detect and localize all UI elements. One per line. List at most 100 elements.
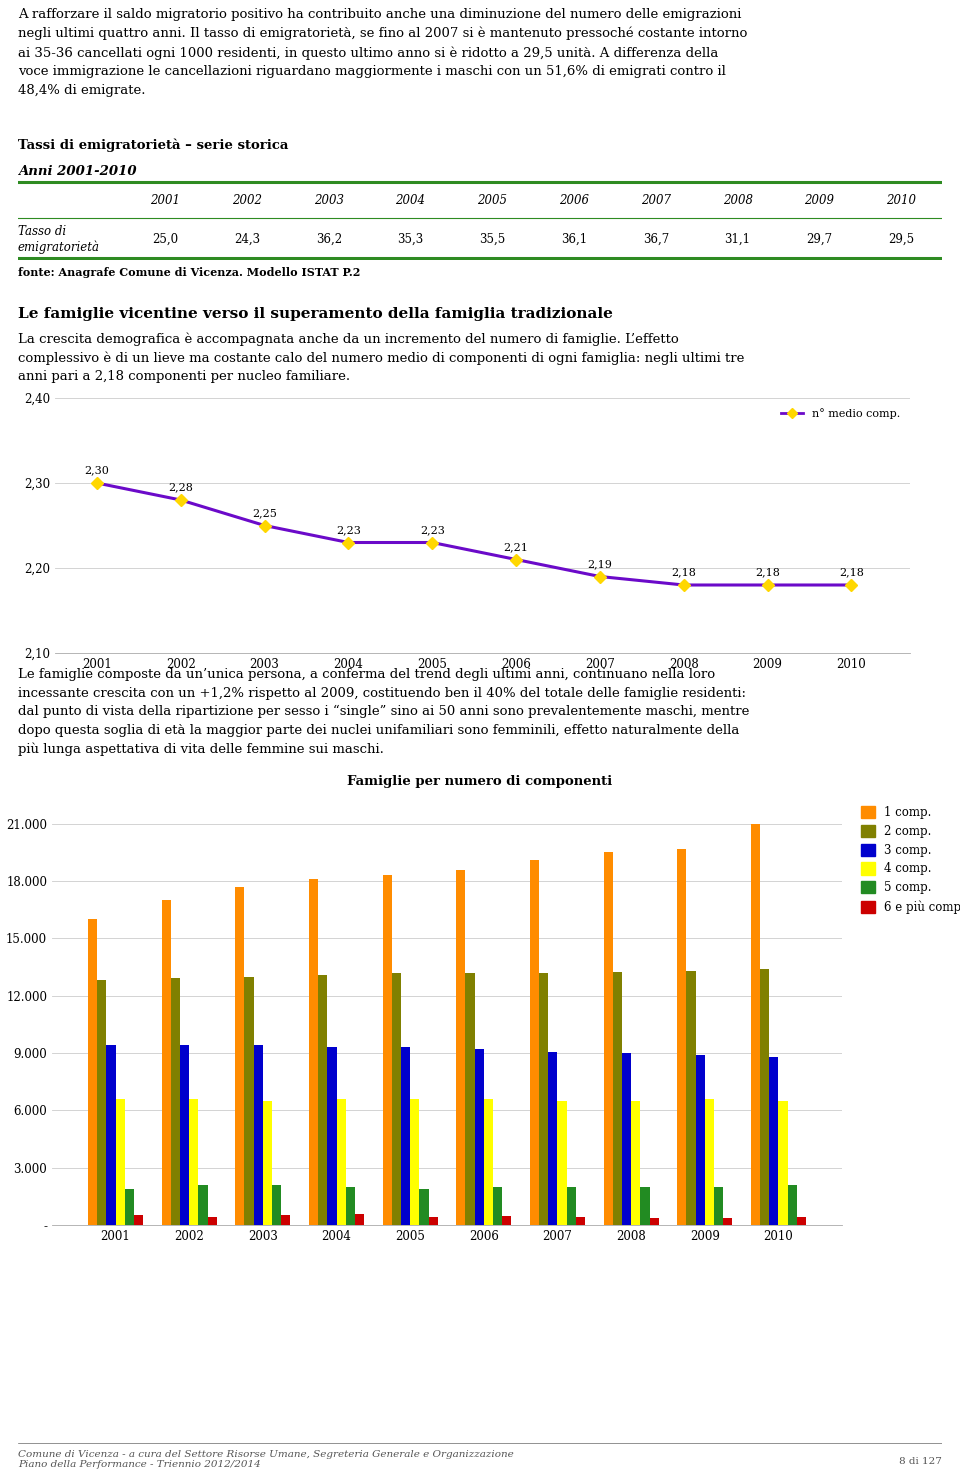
Bar — [677, 848, 686, 1226]
Text: 2010: 2010 — [886, 193, 916, 206]
Text: Anni 2001-2010: Anni 2001-2010 — [18, 165, 136, 177]
Text: 2,19: 2,19 — [588, 559, 612, 569]
Text: fonte: Anagrafe Comune di Vicenza. Modello ISTAT P.2: fonte: Anagrafe Comune di Vicenza. Model… — [18, 267, 360, 277]
Text: Famiglie per numero di componenti: Famiglie per numero di componenti — [348, 776, 612, 789]
Bar — [382, 875, 392, 1226]
Text: 2002: 2002 — [232, 193, 262, 206]
Text: 2004: 2004 — [396, 193, 425, 206]
Text: 2003: 2003 — [314, 193, 344, 206]
Bar — [705, 1099, 714, 1226]
Bar — [392, 972, 401, 1226]
Text: Le famiglie composte da un’unica persona, a conferma del trend degli ultimi anni: Le famiglie composte da un’unica persona… — [18, 668, 750, 757]
Text: 36,1: 36,1 — [561, 233, 588, 246]
Bar — [696, 1055, 705, 1226]
Text: 2,23: 2,23 — [420, 525, 444, 535]
Bar — [327, 1047, 337, 1226]
Bar — [346, 1187, 355, 1226]
Text: 29,5: 29,5 — [888, 233, 914, 246]
Bar — [631, 1100, 640, 1226]
Bar — [714, 1187, 723, 1226]
Text: Comune di Vicenza - a cura del Settore Risorse Umane, Segreteria Generale e Orga: Comune di Vicenza - a cura del Settore R… — [18, 1450, 514, 1459]
Bar — [420, 1189, 428, 1226]
Bar — [171, 978, 180, 1226]
Bar — [493, 1187, 502, 1226]
Bar — [456, 870, 466, 1226]
Bar — [428, 1217, 438, 1226]
Bar — [355, 1214, 364, 1226]
Text: 2006: 2006 — [559, 193, 589, 206]
Bar — [686, 971, 696, 1226]
Text: La crescita demografica è accompagnata anche da un incremento del numero di fami: La crescita demografica è accompagnata a… — [18, 332, 744, 384]
Text: 2009: 2009 — [804, 193, 834, 206]
Text: 2,30: 2,30 — [84, 465, 109, 475]
Bar — [484, 1099, 493, 1226]
Text: Piano della Performance - Triennio 2012/2014: Piano della Performance - Triennio 2012/… — [18, 1460, 261, 1469]
Bar — [309, 879, 318, 1226]
Bar — [723, 1218, 732, 1226]
Text: 35,5: 35,5 — [479, 233, 505, 246]
Legend: 1 comp., 2 comp., 3 comp., 4 comp., 5 comp., 6 e più comp: 1 comp., 2 comp., 3 comp., 4 comp., 5 co… — [855, 801, 960, 919]
Text: 2,18: 2,18 — [671, 568, 696, 577]
Text: 29,7: 29,7 — [806, 233, 832, 246]
Legend: n° medio comp.: n° medio comp. — [777, 404, 904, 423]
Bar — [272, 1184, 281, 1226]
Bar — [410, 1099, 420, 1226]
Bar — [604, 853, 612, 1226]
Text: 2001: 2001 — [150, 193, 180, 206]
Text: 2,23: 2,23 — [336, 525, 361, 535]
Text: 2,18: 2,18 — [756, 568, 780, 577]
Text: 8 di 127: 8 di 127 — [900, 1457, 942, 1466]
Text: 31,1: 31,1 — [725, 233, 751, 246]
Bar — [401, 1047, 410, 1226]
Bar — [502, 1217, 512, 1226]
Bar — [566, 1187, 576, 1226]
Bar — [769, 1056, 779, 1226]
Text: 36,7: 36,7 — [642, 233, 669, 246]
Bar — [558, 1100, 566, 1226]
Bar — [650, 1218, 659, 1226]
Text: Tassi di emigratorietà – serie storica: Tassi di emigratorietà – serie storica — [18, 139, 288, 152]
Text: 25,0: 25,0 — [152, 233, 179, 246]
Bar — [207, 1217, 217, 1226]
Text: 2005: 2005 — [477, 193, 507, 206]
Bar — [576, 1217, 585, 1226]
Bar — [779, 1100, 787, 1226]
Bar — [161, 900, 171, 1226]
Bar — [540, 972, 548, 1226]
Bar — [281, 1215, 291, 1226]
Bar — [107, 1046, 115, 1226]
Text: A rafforzare il saldo migratorio positivo ha contribuito anche una diminuzione d: A rafforzare il saldo migratorio positiv… — [18, 7, 748, 96]
Text: 2008: 2008 — [723, 193, 753, 206]
Bar — [180, 1046, 189, 1226]
Bar — [189, 1099, 199, 1226]
Bar — [235, 886, 245, 1226]
Text: 2007: 2007 — [640, 193, 671, 206]
Bar — [125, 1189, 134, 1226]
Bar — [263, 1100, 272, 1226]
Bar — [97, 981, 107, 1226]
Bar — [612, 972, 622, 1226]
Bar — [640, 1187, 650, 1226]
Text: Le famiglie vicentine verso il superamento della famiglia tradizionale: Le famiglie vicentine verso il superamen… — [18, 307, 612, 322]
Bar — [134, 1215, 143, 1226]
Bar — [797, 1217, 806, 1226]
Text: Tasso di
emigratorietà: Tasso di emigratorietà — [18, 224, 100, 254]
Text: 35,3: 35,3 — [397, 233, 423, 246]
Bar — [751, 823, 760, 1226]
Bar — [318, 975, 327, 1226]
Text: 24,3: 24,3 — [234, 233, 260, 246]
Bar — [115, 1099, 125, 1226]
Bar — [474, 1049, 484, 1226]
Bar — [622, 1053, 631, 1226]
Bar — [548, 1052, 558, 1226]
Bar — [199, 1184, 207, 1226]
Text: 2,18: 2,18 — [839, 568, 864, 577]
Text: 36,2: 36,2 — [316, 233, 342, 246]
Bar — [466, 972, 474, 1226]
Bar — [760, 969, 769, 1226]
Text: 2,25: 2,25 — [252, 507, 277, 518]
Bar — [253, 1046, 263, 1226]
Bar — [337, 1099, 346, 1226]
Text: 2,21: 2,21 — [504, 541, 528, 552]
Text: 2,28: 2,28 — [168, 482, 193, 493]
